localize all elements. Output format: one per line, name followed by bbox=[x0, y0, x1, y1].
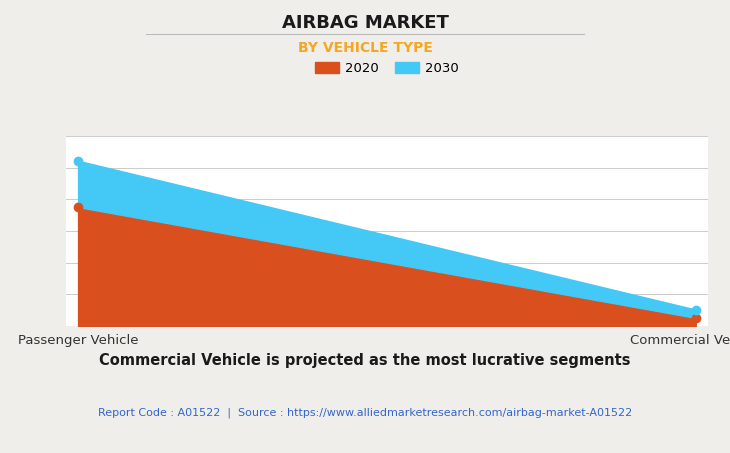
Legend: 2020, 2030: 2020, 2030 bbox=[310, 57, 464, 81]
Text: Report Code : A01522  |  Source : https://www.alliedmarketresearch.com/airbag-ma: Report Code : A01522 | Source : https://… bbox=[98, 408, 632, 418]
Text: BY VEHICLE TYPE: BY VEHICLE TYPE bbox=[298, 41, 432, 55]
Text: Commercial Vehicle is projected as the most lucrative segments: Commercial Vehicle is projected as the m… bbox=[99, 353, 631, 368]
Text: AIRBAG MARKET: AIRBAG MARKET bbox=[282, 14, 448, 32]
